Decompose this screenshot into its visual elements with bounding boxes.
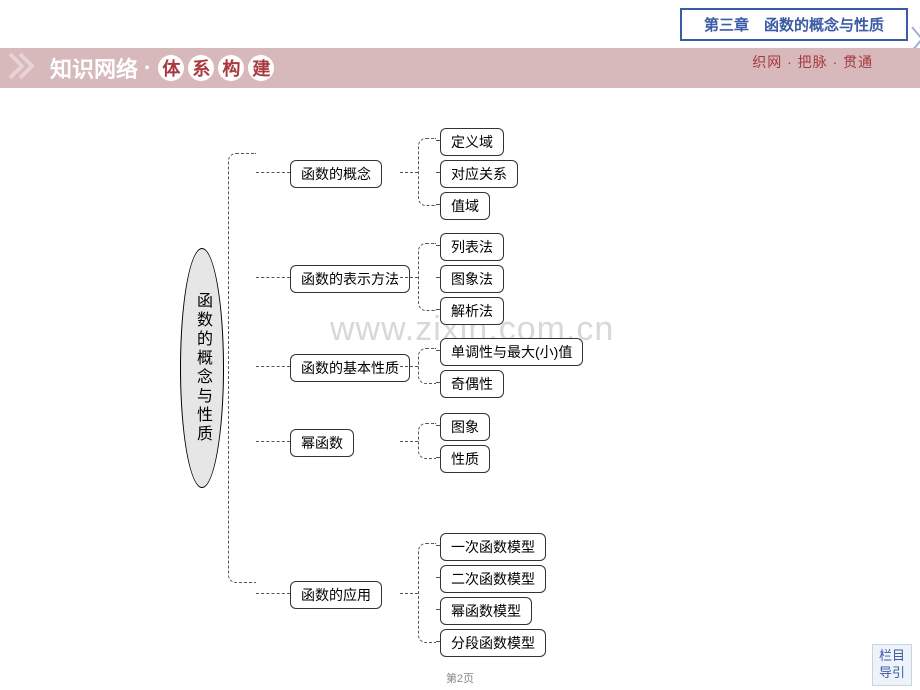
nav-line1: 栏目: [879, 648, 905, 663]
connector-line: [256, 593, 290, 594]
group-node: 函数的表示方法: [290, 265, 410, 293]
group-node: 函数的基本性质: [290, 354, 410, 382]
connector-line: [256, 277, 290, 278]
group-node: 函数的应用: [290, 581, 382, 609]
leaf-node: 列表法: [440, 233, 504, 261]
group-node: 幂函数: [290, 429, 354, 457]
page-number: 第2页: [446, 670, 474, 686]
concept-diagram: 函数的概念与性质 函数的概念 定义域对应关系值域函数的表示方法 列表法图象法解析法函…: [180, 98, 780, 653]
header-circ-4: 建: [248, 55, 274, 81]
connector-line: [256, 366, 290, 367]
leaf-node: 图象: [440, 413, 490, 441]
header-circ-2: 系: [188, 55, 214, 81]
header-circ-3: 构: [218, 55, 244, 81]
connector-line: [256, 441, 290, 442]
group-node: 函数的概念: [290, 160, 382, 188]
diagram-root-label: 函数的概念与性质: [190, 292, 214, 444]
leaf-node: 定义域: [440, 128, 504, 156]
leaf-node: 性质: [440, 445, 490, 473]
chevron-right-icon: [6, 51, 40, 86]
nav-button[interactable]: 栏目 导引: [872, 644, 912, 686]
connector-line: [400, 277, 418, 278]
leaf-node: 奇偶性: [440, 370, 504, 398]
bracket-group: [418, 243, 436, 311]
bracket-group: [418, 423, 436, 459]
leaf-node: 值域: [440, 192, 490, 220]
chapter-bar: 第三章 函数的概念与性质: [680, 8, 910, 41]
leaf-node: 幂函数模型: [440, 597, 532, 625]
header-subtitle: 织网 · 把脉 · 贯通: [752, 52, 894, 72]
connector-line: [400, 366, 418, 367]
connector-line: [400, 593, 418, 594]
leaf-node: 对应关系: [440, 160, 518, 188]
header-title: 知识网络 · 体 系 构 建: [50, 52, 275, 84]
leaf-node: 分段函数模型: [440, 629, 546, 657]
leaf-node: 单调性与最大(小)值: [440, 338, 583, 366]
leaf-node: 一次函数模型: [440, 533, 546, 561]
nav-line2: 导引: [879, 665, 905, 680]
diagram-root: 函数的概念与性质: [180, 248, 224, 488]
header-separator: ·: [144, 55, 151, 81]
diamond-icon: [884, 58, 895, 69]
header-circ-1: 体: [158, 55, 184, 81]
bracket-group: [418, 138, 436, 206]
leaf-node: 二次函数模型: [440, 565, 546, 593]
bracket-group: [418, 348, 436, 384]
connector-line: [256, 172, 290, 173]
leaf-node: 解析法: [440, 297, 504, 325]
connector-line: [400, 172, 418, 173]
header-prefix: 知识网络: [50, 52, 138, 84]
bracket-group: [418, 543, 436, 643]
bracket-root: [228, 153, 256, 583]
connector-line: [400, 441, 418, 442]
chapter-title: 第三章 函数的概念与性质: [680, 8, 908, 41]
leaf-node: 图象法: [440, 265, 504, 293]
header-subtitle-text: 织网 · 把脉 · 贯通: [752, 54, 873, 70]
